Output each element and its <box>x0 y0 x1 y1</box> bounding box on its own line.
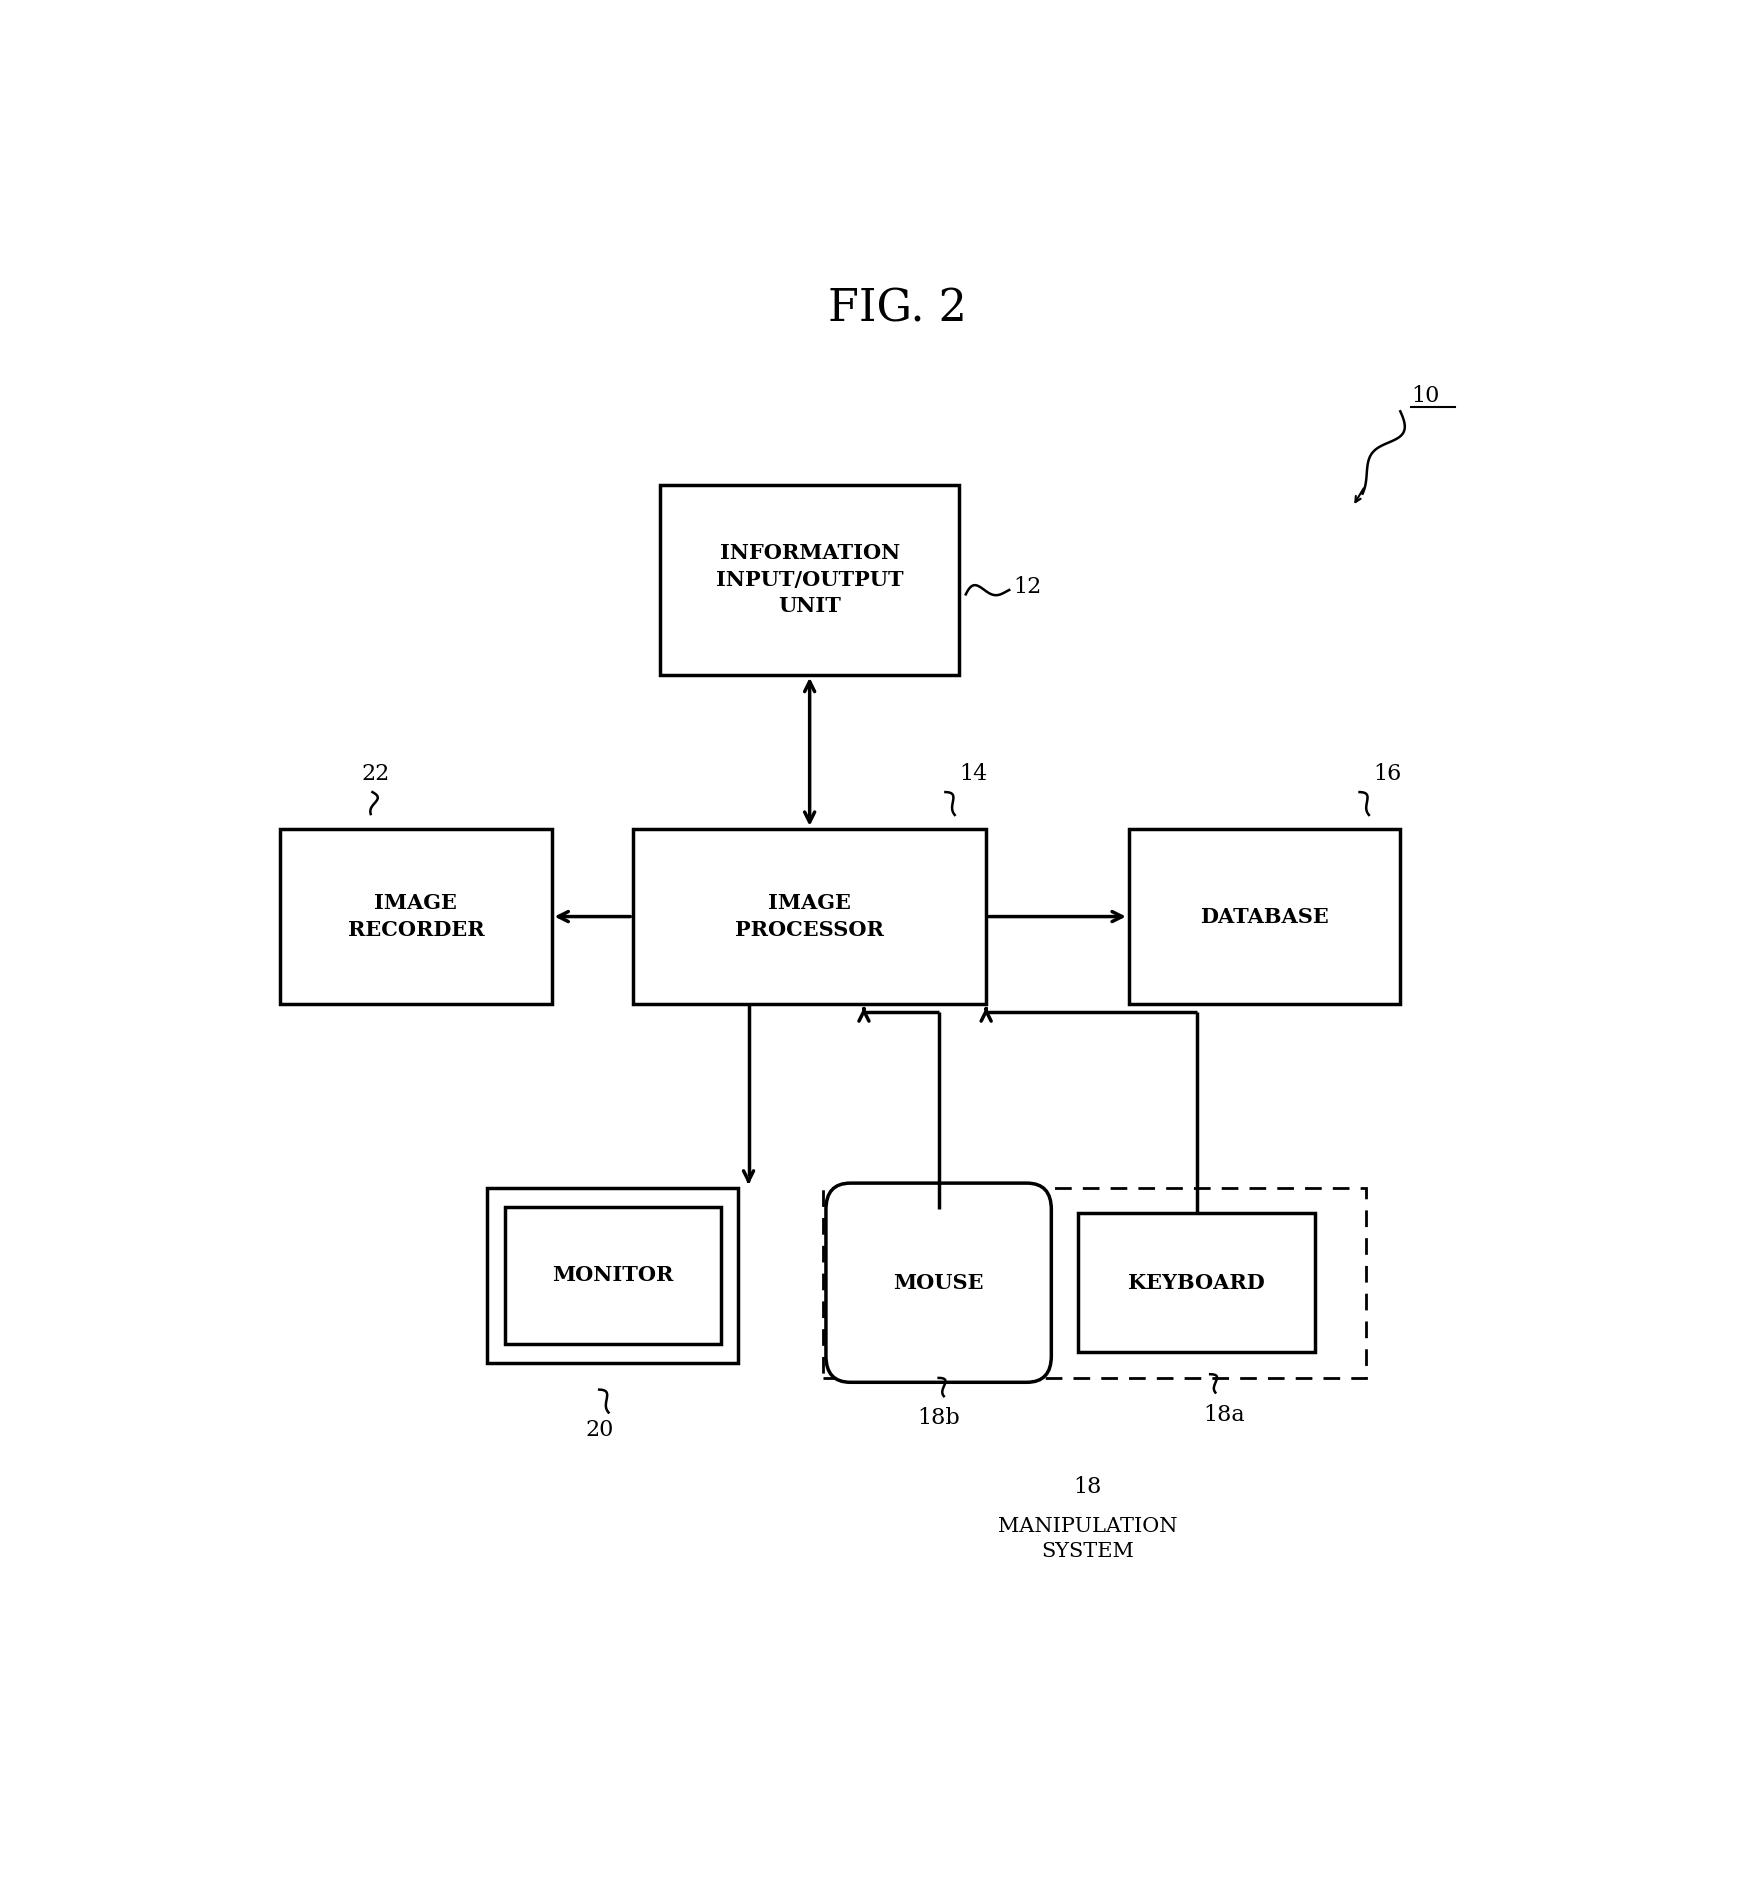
Text: IMAGE
PROCESSOR: IMAGE PROCESSOR <box>736 894 885 940</box>
Bar <box>823 1187 1367 1377</box>
Bar <box>1128 829 1400 1004</box>
Text: 10: 10 <box>1410 384 1440 407</box>
Bar <box>661 485 958 675</box>
FancyBboxPatch shape <box>825 1183 1051 1383</box>
Text: IMAGE
RECORDER: IMAGE RECORDER <box>347 894 484 940</box>
Text: 20: 20 <box>585 1419 613 1442</box>
Text: MOUSE: MOUSE <box>894 1272 985 1293</box>
Text: MONITOR: MONITOR <box>552 1265 673 1286</box>
Text: 16: 16 <box>1374 763 1402 786</box>
Text: 22: 22 <box>361 763 389 786</box>
Text: KEYBOARD: KEYBOARD <box>1128 1272 1265 1293</box>
Text: MANIPULATION
SYSTEM: MANIPULATION SYSTEM <box>999 1518 1177 1562</box>
Text: 18b: 18b <box>918 1407 960 1428</box>
Text: FIG. 2: FIG. 2 <box>829 287 967 331</box>
Text: 18: 18 <box>1074 1476 1102 1499</box>
Text: 18a: 18a <box>1204 1404 1244 1425</box>
Text: 12: 12 <box>1013 576 1041 597</box>
Bar <box>632 829 986 1004</box>
Bar <box>505 1206 720 1345</box>
Text: INFORMATION
INPUT/OUTPUT
UNIT: INFORMATION INPUT/OUTPUT UNIT <box>717 544 904 616</box>
Text: 14: 14 <box>958 763 986 786</box>
Bar <box>1077 1213 1316 1352</box>
Text: DATABASE: DATABASE <box>1200 907 1328 926</box>
Bar <box>280 829 552 1004</box>
Bar <box>487 1187 738 1364</box>
